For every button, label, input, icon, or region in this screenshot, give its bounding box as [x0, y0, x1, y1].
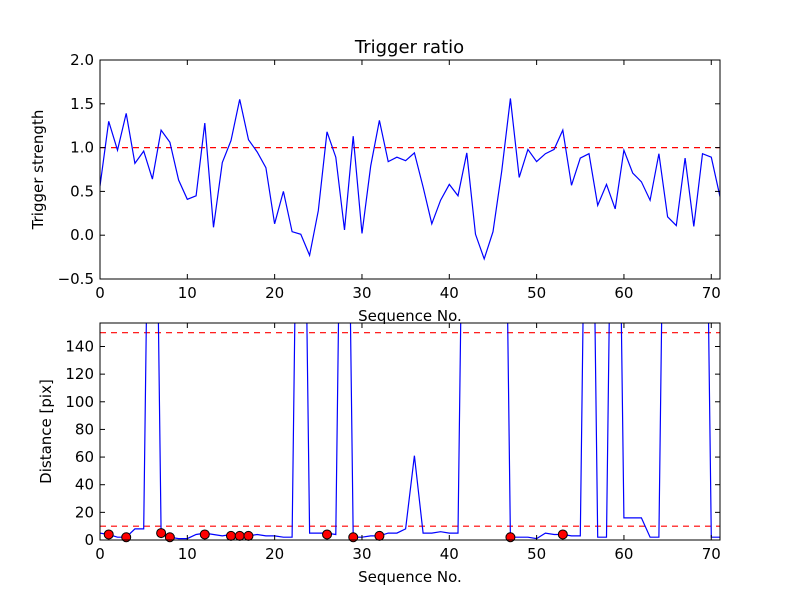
y-tick-label: 1.5 [70, 95, 94, 113]
x-tick-label: 30 [352, 545, 371, 563]
y-tick-label: 1.0 [70, 139, 94, 157]
y-tick-label: −0.5 [58, 270, 94, 288]
x-tick-label: 40 [440, 284, 459, 302]
x-tick-label: 70 [702, 545, 721, 563]
trigger-point [243, 530, 254, 541]
x-tick-label: 40 [440, 545, 459, 563]
y-tick-label: 20 [75, 503, 94, 521]
y-tick-label: 120 [65, 365, 94, 383]
x-axis-label: Sequence No. [358, 568, 462, 586]
axes-frame [99, 322, 721, 541]
x-tick-label: 0 [95, 284, 105, 302]
trigger-point [348, 532, 359, 543]
y-tick-label: 140 [65, 337, 94, 355]
trigger-point [234, 530, 245, 541]
y-tick-label: 0.5 [70, 182, 94, 200]
x-tick-label: 20 [265, 284, 284, 302]
y-axis-label: Distance [pix] [37, 379, 55, 484]
x-tick-label: 60 [614, 284, 633, 302]
x-tick-label: 50 [527, 284, 546, 302]
trigger-point [199, 529, 210, 540]
x-tick-label: 30 [352, 284, 371, 302]
chart-title: Trigger ratio [354, 37, 464, 58]
trigger-point [374, 530, 385, 541]
trigger-point [505, 532, 516, 543]
trigger-point [156, 528, 167, 539]
trigger-point [557, 529, 568, 540]
y-tick-label: 80 [75, 420, 94, 438]
y-tick-label: 60 [75, 448, 94, 466]
x-tick-label: 70 [702, 284, 721, 302]
x-tick-label: 60 [614, 545, 633, 563]
x-tick-label: 20 [265, 545, 284, 563]
trigger-point [322, 529, 333, 540]
trigger-point [225, 530, 236, 541]
y-tick-label: 100 [65, 393, 94, 411]
y-tick-label: 40 [75, 476, 94, 494]
x-tick-label: 10 [178, 284, 197, 302]
x-tick-label: 10 [178, 545, 197, 563]
x-axis-label: Sequence No. [358, 307, 462, 325]
y-tick-label: 0 [84, 531, 94, 549]
axes-frame [99, 59, 721, 280]
trigger-point [164, 532, 175, 543]
y-tick-label: 0.0 [70, 226, 94, 244]
x-tick-label: 0 [95, 545, 105, 563]
series-line [100, 323, 720, 540]
x-tick-label: 50 [527, 545, 546, 563]
distance-panel: 0 10 20 30 40 50 60 70 0 20 40 60 80 100 120 140 Sequenc… [37, 322, 721, 586]
y-tick-label: 2.0 [70, 51, 94, 69]
trigger-strength-panel: 0 10 20 30 40 50 60 70 −0.5 0.0 0.5 1.0 1.5 2.0 Sequen… [29, 51, 721, 325]
trigger-point [121, 532, 132, 543]
y-axis-label: Trigger strength [29, 110, 47, 231]
trigger-point [103, 529, 114, 540]
series-line [100, 98, 720, 261]
